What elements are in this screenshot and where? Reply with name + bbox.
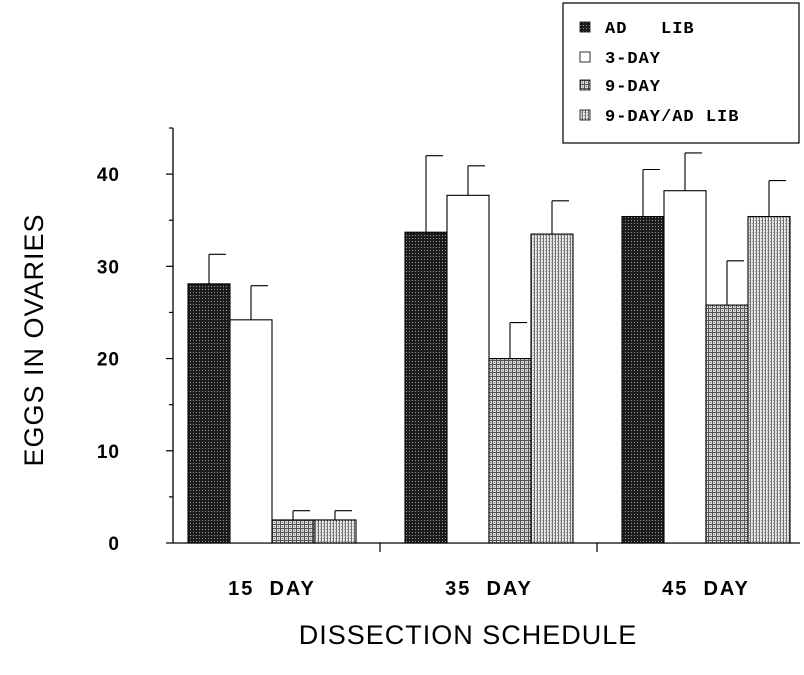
- y-tick-label-10: 10: [97, 442, 120, 463]
- y-tick-label-40: 40: [97, 165, 120, 186]
- bar-3-day-35-day: [446, 194, 490, 544]
- x-category-label-45-day: 45 DAY: [662, 578, 750, 600]
- legend-label-ad-lib: AD LIB: [605, 20, 695, 39]
- bar-ad-lib-45-day: [621, 215, 665, 544]
- bar-9-day-15-day: [271, 519, 315, 544]
- bar-9-day-ad-lib-35-day: [530, 233, 574, 544]
- bar-3-day-15-day: [229, 319, 273, 544]
- legend-box: [562, 2, 800, 144]
- y-axis-title: EGGS IN OVARIES: [19, 213, 49, 466]
- error-bar-9-day-ad-lib-45-day: [768, 180, 786, 217]
- y-tick-label-20: 20: [97, 350, 120, 371]
- x-axis-title: DISSECTION SCHEDULE: [299, 620, 638, 650]
- error-bar-3-day-45-day: [684, 152, 702, 191]
- legend-swatch-9-day-ad-lib: [579, 109, 591, 121]
- legend-label-9-day-ad-lib: 9-DAY/AD LIB: [605, 108, 739, 127]
- axis-labels: 0 10 20 30 40: [97, 165, 120, 555]
- error-bar-9-day-ad-lib-15-day: [334, 510, 352, 520]
- legend: AD LIB 3-DAY 9-DAY 9-DAY/AD LIB: [562, 2, 800, 144]
- error-bar-ad-lib-15-day: [208, 253, 226, 284]
- x-category-label-35-day: 35 DAY: [445, 578, 533, 600]
- error-bar-ad-lib-35-day: [425, 155, 443, 233]
- legend-label-9-day: 9-DAY: [605, 78, 661, 97]
- error-bar-3-day-15-day: [250, 285, 268, 320]
- bar-9-day-ad-lib-45-day: [747, 215, 791, 544]
- bar-3-day-45-day: [663, 190, 707, 544]
- x-category-label-15-day: 15 DAY: [228, 578, 316, 600]
- error-bar-3-day-35-day: [467, 165, 485, 196]
- y-tick-label-0: 0: [108, 534, 120, 555]
- bar-ad-lib-15-day: [187, 283, 231, 544]
- bar-9-day-45-day: [705, 304, 749, 544]
- error-bars: [208, 152, 786, 520]
- error-bar-9-day-15-day: [292, 510, 310, 520]
- error-bar-9-day-35-day: [509, 322, 527, 359]
- bar-9-day-ad-lib-15-day: [313, 519, 357, 544]
- bar-9-day-35-day: [488, 358, 532, 544]
- y-tick-label-30: 30: [97, 257, 120, 278]
- legend-swatch-3-day: [579, 51, 591, 63]
- bars: [187, 190, 791, 544]
- error-bar-9-day-ad-lib-35-day: [551, 200, 569, 235]
- bar-ad-lib-35-day: [404, 231, 448, 544]
- error-bar-ad-lib-45-day: [642, 168, 660, 217]
- legend-swatch-ad-lib: [579, 21, 591, 33]
- legend-label-3-day: 3-DAY: [605, 50, 661, 69]
- error-bar-9-day-45-day: [726, 260, 744, 306]
- legend-swatch-9-day: [579, 79, 591, 91]
